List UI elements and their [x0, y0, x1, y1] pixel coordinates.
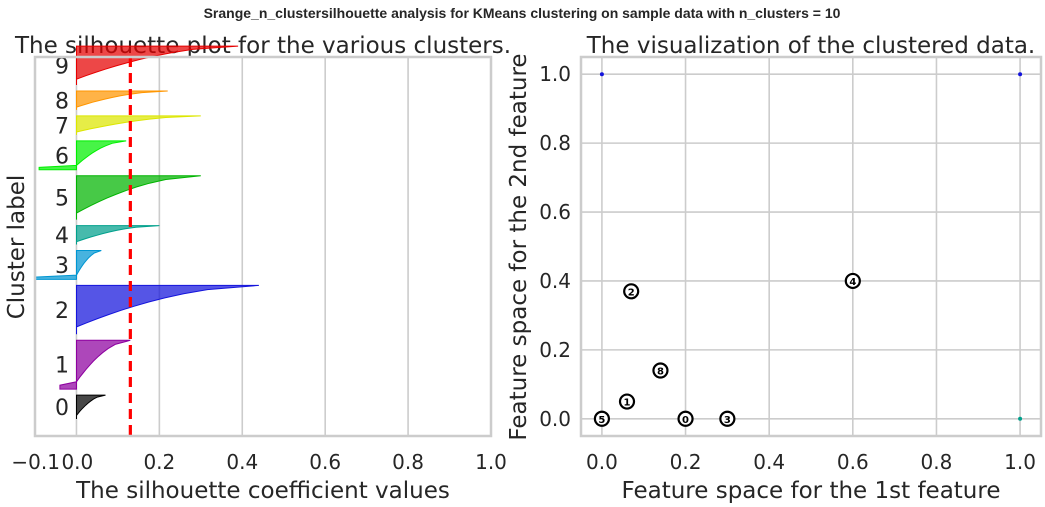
silhouette-x-tick-label: −0.1 — [11, 450, 60, 474]
silhouette-x-tick-label: 1.0 — [475, 450, 507, 474]
cluster-center-2: 2 — [623, 283, 640, 300]
silhouette-cluster-5 — [76, 175, 201, 220]
scatter-y-tick-label: 0.6 — [539, 200, 571, 224]
scatter-y-tick-label: 0.8 — [539, 131, 571, 155]
scatter-y-tick-label: 0.4 — [539, 269, 571, 293]
silhouette-cluster-4 — [76, 225, 160, 245]
silhouette-x-tick-label: 0.2 — [143, 450, 175, 474]
silhouette-x-tick-label: 0.0 — [61, 450, 93, 474]
cluster-center-8: 8 — [652, 362, 669, 379]
cluster-center-label: 1 — [624, 398, 631, 409]
silhouette-y-label: Cluster label — [4, 175, 30, 320]
cluster-center-marker — [623, 283, 640, 300]
cluster-label-2: 2 — [55, 299, 69, 324]
cluster-label-0: 0 — [55, 396, 69, 421]
cluster-center-marker — [618, 393, 636, 410]
cluster-label-6: 6 — [55, 144, 69, 169]
silhouette-cluster-6 — [38, 140, 127, 171]
silhouette-x-ticks: −0.1 0.0 0.2 0.4 0.6 0.8 1.0 — [11, 450, 506, 474]
silhouette-cluster-0 — [76, 394, 106, 419]
scatter-y-ticks: 0.0 0.2 0.4 0.6 0.8 1.0 — [539, 62, 571, 431]
cluster-center-4: 4 — [844, 272, 861, 290]
scatter-point — [1018, 72, 1023, 77]
silhouette-cluster-1 — [59, 339, 131, 390]
cluster-center-label: 3 — [724, 415, 731, 426]
cluster-center-marker — [719, 410, 736, 427]
scatter-y-tick-label: 1.0 — [539, 62, 571, 86]
silhouette-x-tick-label: 0.6 — [309, 450, 341, 474]
silhouette-clusters — [34, 45, 259, 419]
cluster-center-5: 5 — [593, 410, 611, 427]
scatter-x-tick-label: 0.6 — [837, 450, 869, 474]
cluster-center-label: 4 — [849, 277, 856, 288]
cluster-scatter-plot: The visualization of the clustered data.… — [506, 33, 1043, 504]
cluster-label-9: 9 — [55, 55, 69, 80]
cluster-center-0: 0 — [677, 410, 694, 427]
silhouette-cluster-7 — [76, 115, 201, 135]
cluster-center-marker — [844, 272, 861, 290]
cluster-label-8: 8 — [55, 89, 69, 114]
cluster-labels: 0 1 2 3 4 5 6 78 9 — [55, 55, 69, 421]
scatter-frame — [579, 55, 1043, 438]
cluster-label-7: 7 — [55, 114, 69, 139]
scatter-grid — [581, 57, 1041, 436]
scatter-point — [599, 72, 604, 77]
scatter-y-tick-label: 0.2 — [539, 338, 571, 362]
scatter-y-tick-label: 0.0 — [539, 407, 571, 431]
cluster-center-1: 1 — [618, 393, 636, 410]
cluster-center-label: 5 — [598, 415, 605, 426]
silhouette-cluster-2 — [76, 284, 259, 335]
cluster-label-3: 3 — [55, 254, 69, 279]
cluster-center-label: 8 — [657, 367, 664, 378]
scatter-x-ticks: 0.0 0.2 0.4 0.6 0.8 1.0 — [586, 450, 1036, 474]
cluster-label-1: 1 — [55, 354, 69, 379]
cluster-center-marker — [652, 362, 669, 379]
cluster-center-marker — [593, 410, 611, 427]
scatter-x-tick-label: 0.0 — [586, 450, 618, 474]
cluster-center-3: 3 — [719, 410, 736, 427]
scatter-x-label: Feature space for the 1st feature — [622, 478, 1001, 504]
cluster-center-marker — [677, 410, 694, 427]
silhouette-plot: The silhouette plot for the various clus… — [4, 33, 511, 504]
cluster-center-label: 2 — [628, 287, 635, 298]
scatter-x-tick-label: 0.8 — [921, 450, 953, 474]
scatter-y-label: Feature space for the 2nd feature — [506, 53, 532, 440]
cluster-centers: 0 1 2 3 4 5 8 — [593, 272, 861, 427]
scatter-points — [599, 72, 1023, 421]
cluster-label-4: 4 — [55, 224, 69, 249]
scatter-point — [1018, 416, 1023, 421]
scatter-x-tick-label: 1.0 — [1004, 450, 1036, 474]
cluster-center-label: 0 — [682, 415, 689, 426]
silhouette-frame — [33, 55, 493, 438]
scatter-x-tick-label: 0.4 — [753, 450, 785, 474]
figure-suptitle: Srange_n_clustersilhouette analysis for … — [204, 5, 841, 21]
scatter-plot-title: The visualization of the clustered data. — [586, 33, 1036, 59]
silhouette-cluster-8 — [76, 90, 168, 110]
silhouette-x-tick-label: 0.4 — [226, 450, 258, 474]
silhouette-x-tick-label: 0.8 — [392, 450, 424, 474]
scatter-x-tick-label: 0.2 — [670, 450, 702, 474]
cluster-label-5: 5 — [55, 187, 69, 212]
silhouette-grid — [34, 57, 492, 436]
silhouette-x-label: The silhouette coefficient values — [75, 478, 450, 504]
